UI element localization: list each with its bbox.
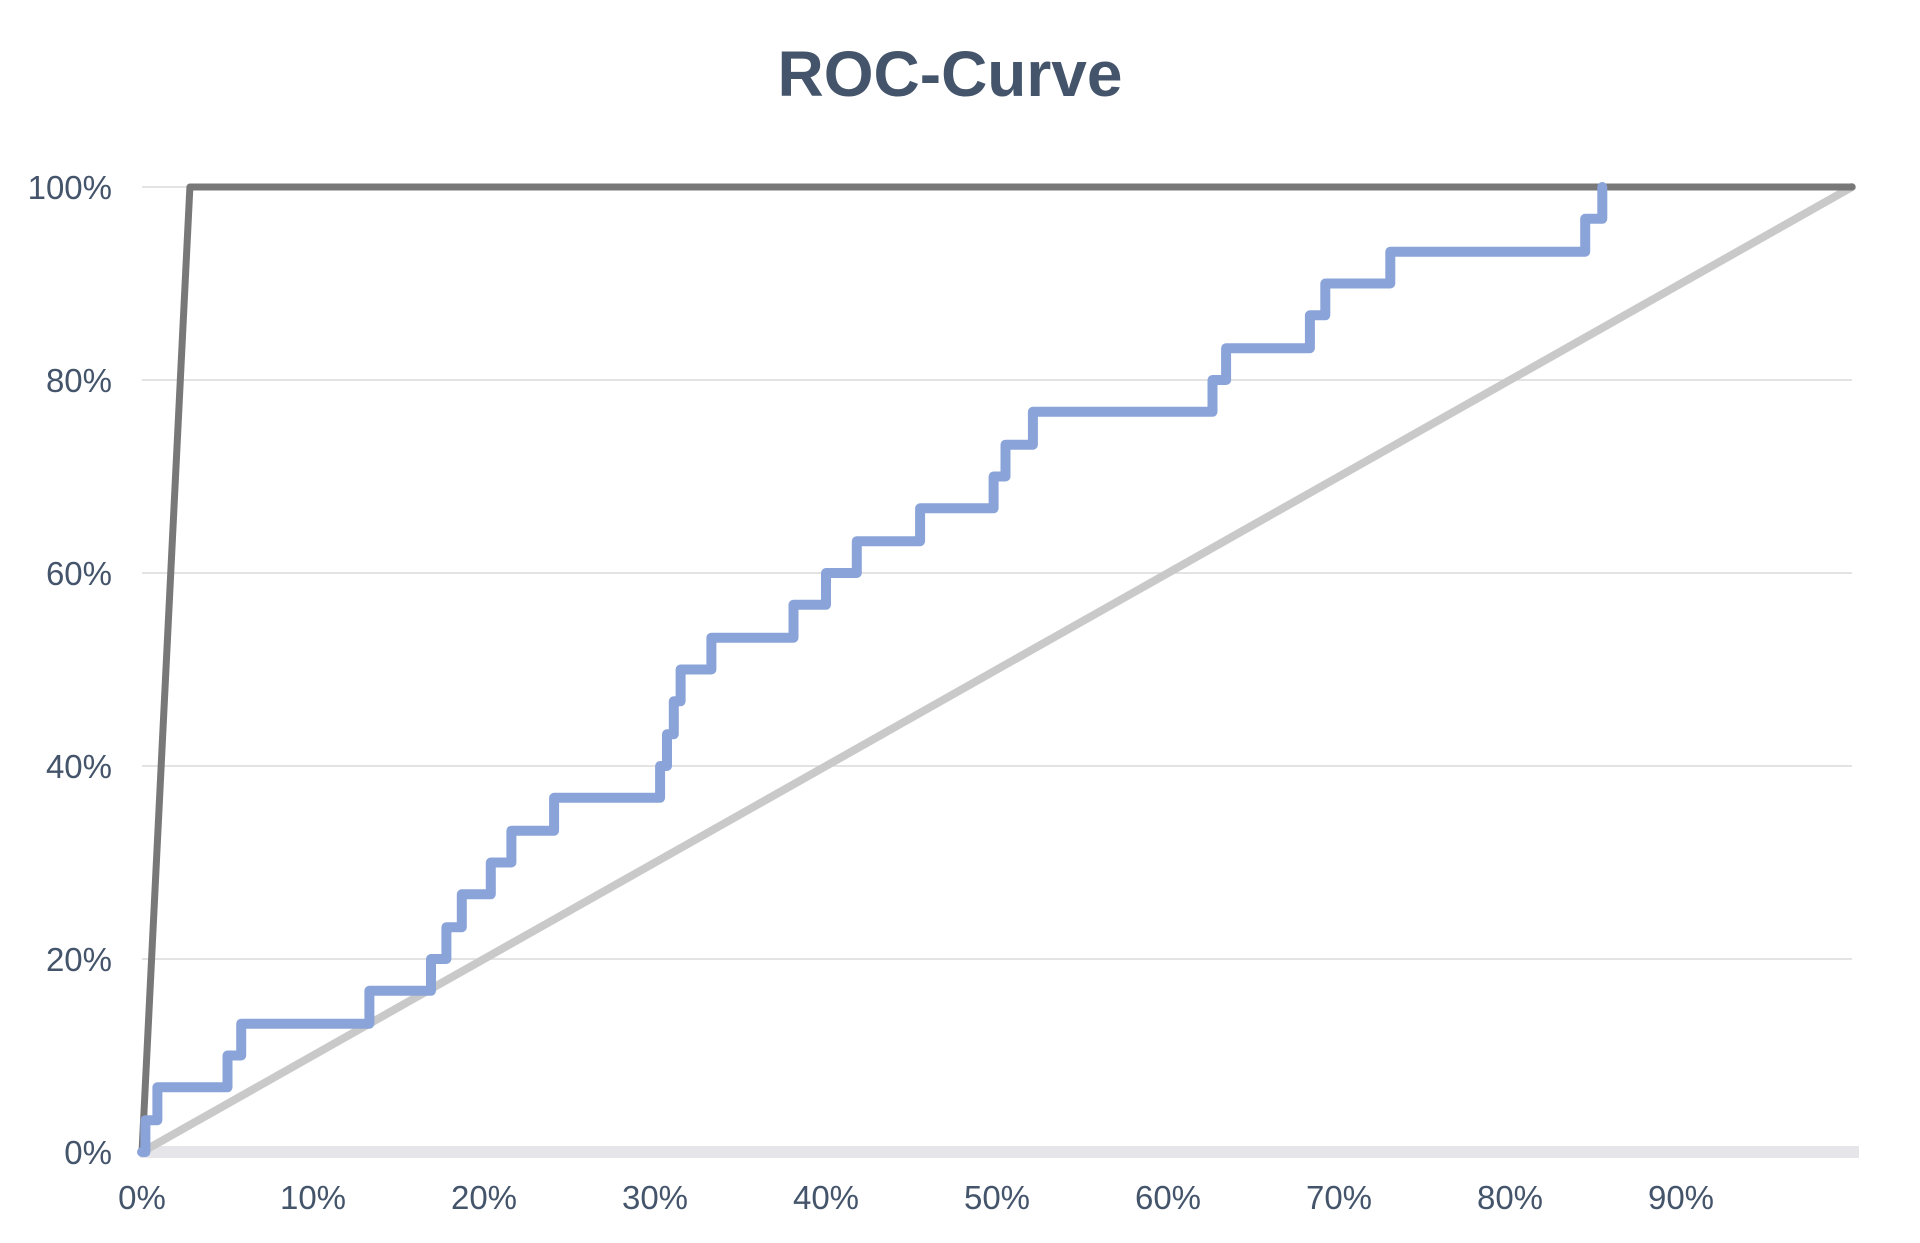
x-tick-label: 40% [793,1179,859,1216]
y-tick-label: 60% [46,555,112,592]
x-tick-label: 0% [118,1179,166,1216]
y-tick-label: 0% [64,1134,112,1171]
y-axis-labels: 0% 20% 40% 60% 80% 100% [28,169,112,1171]
gridlines [142,186,1852,960]
x-tick-label: 50% [964,1179,1030,1216]
series-random-diagonal [138,183,1856,1156]
x-tick-label: 80% [1477,1179,1543,1216]
x-tick-label: 10% [280,1179,346,1216]
x-tick-label: 70% [1306,1179,1372,1216]
y-tick-label: 100% [28,169,112,206]
series-perfect-classifier [138,183,1856,1156]
chart-title: ROC-Curve [778,38,1123,110]
y-tick-label: 20% [46,941,112,978]
x-tick-label: 90% [1648,1179,1714,1216]
x-axis-bar [140,1146,1859,1158]
x-tick-label: 30% [622,1179,688,1216]
y-tick-label: 40% [46,748,112,785]
x-tick-label: 20% [451,1179,517,1216]
x-tick-label: 60% [1135,1179,1201,1216]
series-roc-curve [137,182,1608,1157]
x-axis-line [140,1146,1859,1158]
x-axis-labels: 0% 10% 20% 30% 40% 50% 60% 70% 80% 90% [118,1179,1714,1216]
y-tick-label: 80% [46,362,112,399]
series-lines [137,182,1856,1157]
